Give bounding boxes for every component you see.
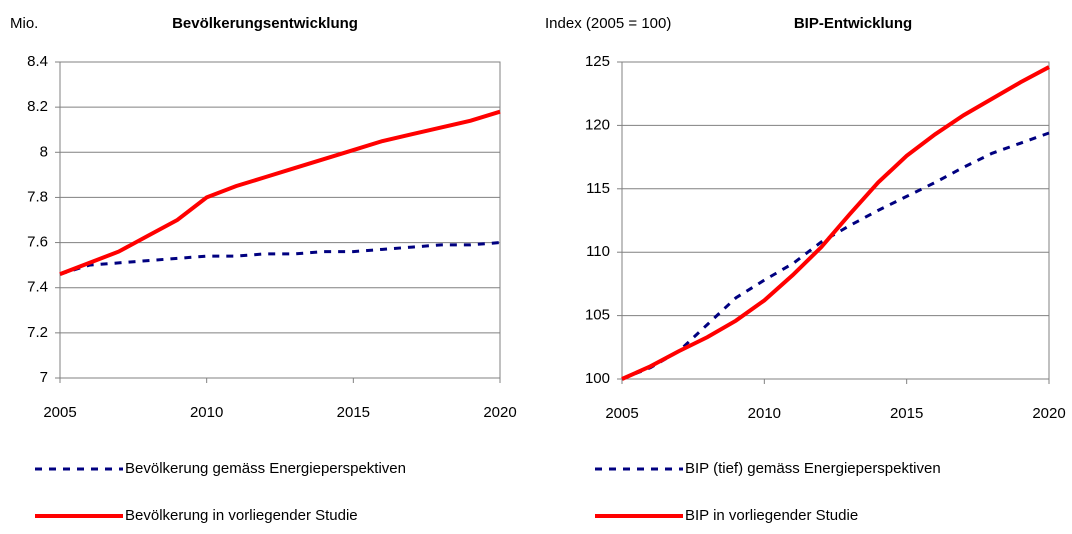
y-tick-label: 100: [585, 370, 610, 387]
y-tick-label: 115: [586, 180, 610, 197]
legend-label: Bevölkerung in vorliegender Studie: [125, 507, 358, 524]
y-tick-label: 7.2: [27, 324, 48, 341]
y-tick-label: 125: [585, 53, 610, 70]
data-line: [621, 131, 1050, 381]
x-tick-label: 2005: [43, 404, 76, 421]
y-tick-label: 7.4: [27, 279, 48, 296]
y-tick-label: 7.8: [27, 188, 48, 205]
data-line: [59, 109, 501, 277]
plot-area: [59, 61, 501, 379]
y-tick-label: 8.2: [27, 98, 48, 115]
y-tick-label: 8.4: [27, 53, 48, 70]
x-tick-label: 2005: [605, 405, 638, 422]
y-tick-label: 8: [40, 143, 48, 160]
plot-area: [621, 61, 1050, 380]
x-tick-label: 2015: [890, 405, 923, 422]
y-tick-label: 105: [585, 307, 610, 324]
y-axis-label: Mio.: [10, 15, 38, 32]
y-tick-label: 120: [585, 116, 610, 133]
legend-label: BIP (tief) gemäss Energieperspektiven: [685, 460, 941, 477]
x-tick-label: 2015: [337, 404, 370, 421]
y-tick-label: 110: [586, 243, 610, 260]
chart-title: Bevölkerungsentwicklung: [172, 15, 358, 32]
data-line: [59, 241, 501, 276]
y-tick-label: 7.6: [27, 234, 48, 251]
x-tick-label: 2020: [1032, 405, 1065, 422]
legend-label: Bevölkerung gemäss Energieperspektiven: [125, 460, 406, 477]
y-tick-label: 7: [40, 369, 48, 386]
legend-label: BIP in vorliegender Studie: [685, 507, 858, 524]
data-line: [621, 65, 1050, 381]
x-tick-label: 2020: [483, 404, 516, 421]
x-tick-label: 2010: [190, 404, 223, 421]
chart-title: BIP-Entwicklung: [794, 15, 912, 32]
y-axis-label: Index (2005 = 100): [545, 15, 671, 32]
x-tick-label: 2010: [748, 405, 781, 422]
